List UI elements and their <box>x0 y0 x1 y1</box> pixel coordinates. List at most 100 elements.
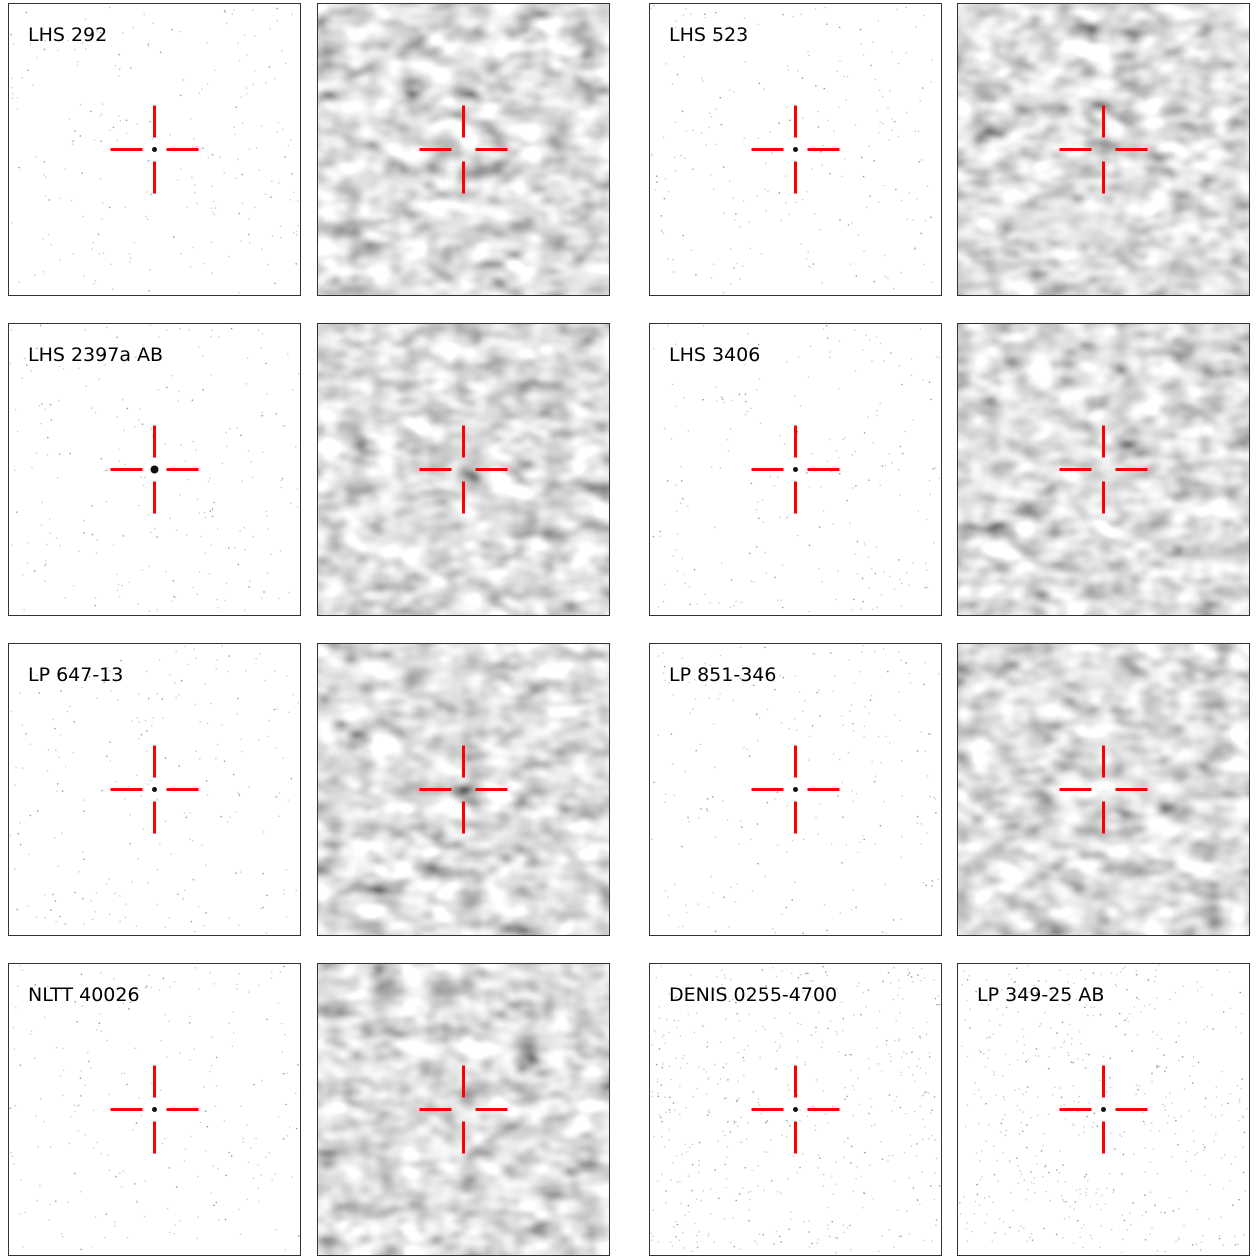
noise-speck <box>844 1087 846 1089</box>
noise-speck <box>724 977 726 979</box>
noise-speck <box>110 263 112 265</box>
noise-speck <box>292 389 294 391</box>
noise-speck <box>851 609 853 611</box>
noise-speck <box>1235 1027 1237 1029</box>
noise-speck <box>823 1174 825 1176</box>
noise-speck <box>134 426 136 428</box>
noise-speck <box>722 399 724 401</box>
noise-speck <box>284 156 286 158</box>
noise-speck <box>1052 1094 1054 1096</box>
noise-speck <box>682 926 684 928</box>
noise-speck <box>174 682 176 684</box>
noise-speck <box>666 63 668 65</box>
noise-speck <box>233 9 235 11</box>
noise-speck <box>129 814 131 816</box>
noise-speck <box>264 194 266 196</box>
noise-speck <box>815 1129 817 1131</box>
noise-speck <box>890 1056 892 1058</box>
noise-speck <box>695 274 697 276</box>
noise-speck <box>700 744 702 746</box>
noise-speck <box>885 736 887 738</box>
noise-speck <box>1018 1088 1020 1090</box>
noise-speck <box>1216 1096 1218 1098</box>
noise-speck <box>83 799 85 801</box>
noise-speck <box>1094 1006 1096 1008</box>
noise-speck <box>859 1103 861 1105</box>
noise-speck <box>1239 1101 1241 1103</box>
noise-speck <box>922 87 924 89</box>
noise-speck <box>152 717 154 719</box>
noise-speck <box>898 135 900 137</box>
noise-speck <box>1109 1077 1111 1079</box>
image-panel <box>957 3 1250 296</box>
noise-speck <box>786 1120 788 1122</box>
noise-speck <box>887 671 889 673</box>
noise-speck <box>883 648 885 650</box>
noise-speck <box>854 329 856 331</box>
noise-speck <box>894 1040 896 1042</box>
noise-speck <box>927 775 929 777</box>
noise-speck <box>814 213 816 215</box>
noise-speck <box>1157 1173 1159 1175</box>
noise-speck <box>1152 1031 1154 1033</box>
noise-speck <box>240 871 242 873</box>
noise-speck <box>286 916 288 918</box>
noise-speck <box>815 1125 817 1127</box>
noise-speck <box>847 76 849 78</box>
noise-speck <box>662 232 664 234</box>
noise-speck <box>157 869 159 871</box>
noise-speck <box>728 450 730 452</box>
noise-speck <box>1196 1209 1198 1211</box>
noise-speck <box>183 812 185 814</box>
noise-speck <box>837 570 839 572</box>
noise-speck <box>845 1054 847 1056</box>
noise-speck <box>715 108 717 110</box>
noise-speck <box>141 1115 143 1117</box>
noise-speck <box>989 1020 991 1022</box>
noise-speck <box>194 967 196 969</box>
noise-speck <box>82 216 84 218</box>
noise-speck <box>708 1110 710 1112</box>
noise-speck <box>927 587 929 589</box>
noise-speck <box>758 518 760 520</box>
noise-speck <box>296 1128 298 1130</box>
noise-speck <box>804 1064 806 1066</box>
noise-speck <box>1234 1236 1236 1238</box>
noise-speck <box>897 994 899 996</box>
noise-speck <box>67 1201 69 1203</box>
noise-speck <box>262 452 264 454</box>
noise-speck <box>658 655 660 657</box>
noise-speck <box>803 838 805 840</box>
noise-speck <box>226 583 228 585</box>
noise-speck <box>765 163 767 165</box>
noise-speck <box>140 795 142 797</box>
noise-speck <box>974 1082 976 1084</box>
noise-speck <box>967 1056 969 1058</box>
noise-speck <box>895 189 897 191</box>
noise-speck <box>1124 1220 1126 1222</box>
noise-speck <box>1023 1228 1025 1230</box>
noise-speck <box>695 750 697 752</box>
noise-speck <box>909 673 911 675</box>
noise-speck <box>881 1236 883 1238</box>
noise-speck <box>668 1129 670 1131</box>
noise-speck <box>217 744 219 746</box>
noise-speck <box>173 1233 175 1235</box>
noise-speck <box>710 1213 712 1215</box>
noise-speck <box>839 219 841 221</box>
noise-speck <box>207 83 209 85</box>
noise-speck <box>1173 1210 1175 1212</box>
noise-speck <box>678 1020 680 1022</box>
noise-speck <box>1032 1239 1034 1241</box>
noise-speck <box>241 174 243 176</box>
noise-speck <box>1097 1188 1099 1190</box>
noise-speck <box>69 118 71 120</box>
noise-speck <box>899 494 901 496</box>
noise-speck <box>1193 1140 1195 1142</box>
noise-speck <box>19 692 21 694</box>
image-panel: LHS 523 <box>649 3 942 296</box>
noise-speck <box>808 265 810 267</box>
noise-speck <box>841 175 843 177</box>
noise-speck <box>692 169 694 171</box>
noise-speck <box>890 1061 892 1063</box>
